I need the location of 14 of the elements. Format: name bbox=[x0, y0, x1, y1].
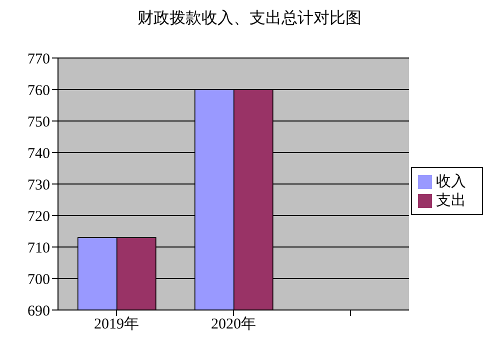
y-tick-label: 700 bbox=[28, 272, 50, 288]
chart-title: 财政拨款收入、支出总计对比图 bbox=[136, 8, 362, 29]
legend-label: 支出 bbox=[436, 192, 466, 208]
x-tick-label: 2020年 bbox=[211, 316, 256, 333]
y-tick-label: 730 bbox=[28, 177, 50, 194]
y-tick-label: 710 bbox=[28, 240, 50, 256]
y-tick-label: 740 bbox=[28, 146, 50, 162]
y-tick-label: 770 bbox=[28, 51, 50, 68]
y-tick-label: 720 bbox=[28, 208, 50, 225]
x-tick-label: 2019年 bbox=[94, 316, 139, 333]
legend-label: 收入 bbox=[436, 174, 466, 190]
y-tick-label: 750 bbox=[28, 114, 50, 130]
y-tick-label: 760 bbox=[28, 82, 50, 99]
y-tick-label: 690 bbox=[28, 303, 50, 320]
